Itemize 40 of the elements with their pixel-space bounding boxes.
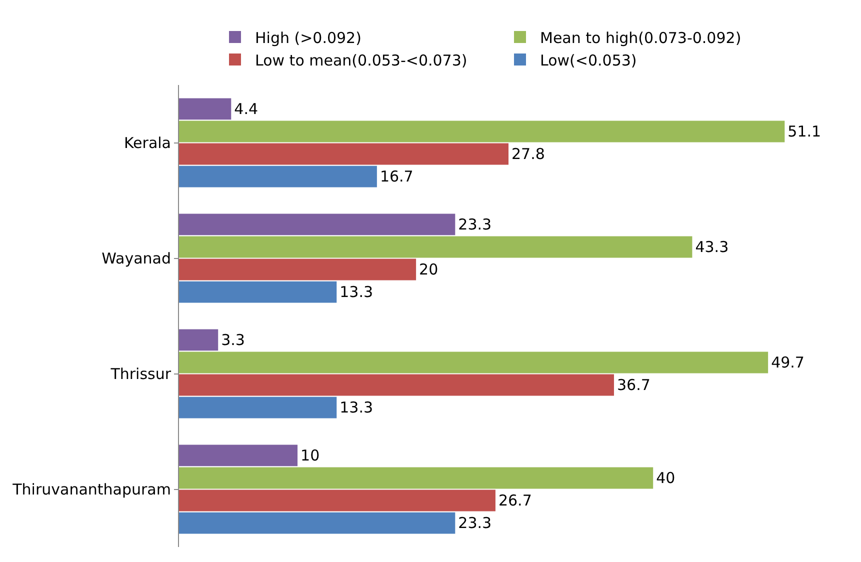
legend-label: Mean to high(0.073-0.092) <box>540 28 742 47</box>
data-label: 16.7 <box>380 168 414 186</box>
data-label: 3.3 <box>221 330 245 349</box>
y-tick-label: Thiruvananthapuram <box>12 480 171 498</box>
data-label: 26.7 <box>498 492 532 510</box>
bar <box>179 166 377 188</box>
bar <box>179 490 496 512</box>
data-label: 10 <box>300 446 320 464</box>
bar <box>179 281 337 303</box>
bar <box>179 329 218 351</box>
bar <box>179 352 768 374</box>
bar <box>179 444 298 466</box>
legend-label: High (>0.092) <box>255 28 362 47</box>
data-label: 51.1 <box>788 122 822 140</box>
data-label: 13.3 <box>340 398 374 417</box>
data-label: 23.3 <box>458 215 492 234</box>
data-label: 23.3 <box>458 514 492 532</box>
bar <box>179 258 416 280</box>
bar <box>179 98 232 120</box>
data-label: 36.7 <box>616 376 650 394</box>
data-label: 49.7 <box>771 353 804 372</box>
bar <box>179 236 692 258</box>
bar <box>179 374 614 396</box>
bar <box>179 396 337 418</box>
bar <box>179 120 785 142</box>
data-label: 13.3 <box>340 283 374 302</box>
data-label: 27.8 <box>512 145 545 164</box>
bar <box>179 512 456 534</box>
legend-label: Low(<0.053) <box>540 51 637 70</box>
bar <box>179 143 508 165</box>
data-label: 20 <box>419 260 438 279</box>
data-label: 40 <box>656 468 676 487</box>
y-tick-label: Kerala <box>124 134 171 152</box>
bar <box>179 467 654 489</box>
data-label: 43.3 <box>695 238 729 256</box>
y-tick-label: Wayanad <box>102 250 171 268</box>
legend-label: Low to mean(0.053-<0.073) <box>255 51 468 70</box>
data-label: 4.4 <box>234 100 258 118</box>
bar <box>179 214 456 236</box>
y-tick-label: Thrissur <box>110 365 172 383</box>
